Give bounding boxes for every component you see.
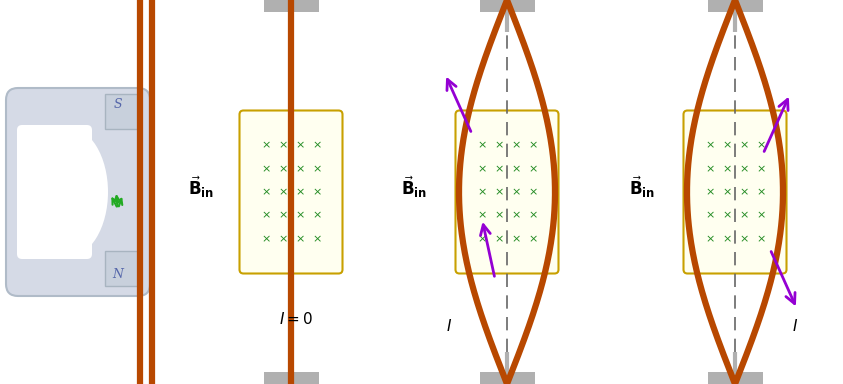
Text: $\times$: $\times$ (738, 164, 749, 174)
Text: $\times$: $\times$ (755, 210, 765, 220)
Bar (264, 0, 319, 12)
Text: $\times$: $\times$ (755, 187, 765, 197)
Text: $\times$: $\times$ (722, 233, 732, 244)
Bar (480, 0, 535, 12)
Text: $\times$: $\times$ (755, 233, 765, 244)
Text: $\times$: $\times$ (722, 187, 732, 197)
Text: $\times$: $\times$ (277, 140, 287, 151)
Text: $\times$: $\times$ (705, 233, 714, 244)
Text: $\times$: $\times$ (277, 233, 287, 244)
Text: $\times$: $\times$ (260, 164, 271, 174)
Text: $\times$: $\times$ (476, 140, 486, 151)
Text: $\times$: $\times$ (260, 187, 271, 197)
FancyBboxPatch shape (6, 88, 150, 296)
Text: $\times$: $\times$ (277, 187, 287, 197)
Text: $\times$: $\times$ (494, 210, 503, 220)
Bar (105, 251, 140, 286)
Text: $\times$: $\times$ (476, 233, 486, 244)
Text: $\times$: $\times$ (294, 164, 304, 174)
Text: $\times$: $\times$ (312, 164, 321, 174)
Text: $\times$: $\times$ (277, 164, 287, 174)
Text: $\times$: $\times$ (312, 140, 321, 151)
Text: $\times$: $\times$ (528, 140, 537, 151)
Text: $\times$: $\times$ (705, 164, 714, 174)
Text: $\times$: $\times$ (738, 140, 749, 151)
Text: $\times$: $\times$ (755, 140, 765, 151)
Text: $\times$: $\times$ (294, 140, 304, 151)
Text: $\times$: $\times$ (312, 210, 321, 220)
Text: $\times$: $\times$ (494, 140, 503, 151)
Text: $\times$: $\times$ (738, 233, 749, 244)
Text: $I$: $I$ (792, 318, 798, 334)
Text: $\times$: $\times$ (528, 210, 537, 220)
FancyBboxPatch shape (684, 111, 787, 273)
FancyBboxPatch shape (17, 125, 92, 259)
Text: $\times$: $\times$ (511, 233, 520, 244)
Text: $\times$: $\times$ (722, 164, 732, 174)
Text: $\times$: $\times$ (755, 164, 765, 174)
Text: $\times$: $\times$ (294, 233, 304, 244)
Text: S: S (114, 98, 122, 111)
Bar (105, 94, 140, 129)
Text: $\times$: $\times$ (511, 140, 520, 151)
Text: $\times$: $\times$ (528, 164, 537, 174)
Text: $\times$: $\times$ (494, 187, 503, 197)
Text: $\times$: $\times$ (294, 210, 304, 220)
Text: $\times$: $\times$ (705, 140, 714, 151)
Text: $\times$: $\times$ (476, 210, 486, 220)
Text: $\times$: $\times$ (738, 210, 749, 220)
Text: $\times$: $\times$ (705, 210, 714, 220)
Ellipse shape (28, 127, 108, 257)
Text: $\times$: $\times$ (294, 187, 304, 197)
Bar (708, 372, 763, 384)
Text: $\times$: $\times$ (312, 233, 321, 244)
Text: $\times$: $\times$ (494, 233, 503, 244)
Bar (480, 372, 535, 384)
FancyBboxPatch shape (455, 111, 559, 273)
Text: $\times$: $\times$ (705, 187, 714, 197)
Text: $I = 0$: $I = 0$ (279, 311, 313, 327)
FancyBboxPatch shape (239, 111, 342, 273)
Text: $\times$: $\times$ (511, 187, 520, 197)
Text: $\times$: $\times$ (738, 187, 749, 197)
Text: $\times$: $\times$ (494, 164, 503, 174)
Text: $\times$: $\times$ (260, 210, 271, 220)
Text: $\times$: $\times$ (722, 210, 732, 220)
Text: $I$: $I$ (446, 318, 452, 334)
Text: $\times$: $\times$ (476, 187, 486, 197)
Text: $\vec{\mathbf{B}}_{\mathbf{in}}$: $\vec{\mathbf{B}}_{\mathbf{in}}$ (630, 174, 656, 200)
Text: $\times$: $\times$ (511, 210, 520, 220)
Text: $\times$: $\times$ (528, 233, 537, 244)
Bar (708, 0, 763, 12)
Text: $\times$: $\times$ (260, 140, 271, 151)
Text: $\times$: $\times$ (277, 210, 287, 220)
Text: $\vec{\mathbf{B}}_{\mathbf{in}}$: $\vec{\mathbf{B}}_{\mathbf{in}}$ (188, 174, 215, 200)
Text: $\times$: $\times$ (528, 187, 537, 197)
Bar (264, 372, 319, 384)
Text: $\times$: $\times$ (511, 164, 520, 174)
Text: N: N (112, 268, 124, 280)
Text: $\times$: $\times$ (722, 140, 732, 151)
Text: $\times$: $\times$ (476, 164, 486, 174)
Text: $\times$: $\times$ (260, 233, 271, 244)
Text: $\vec{\mathbf{B}}_{\mathbf{in}}$: $\vec{\mathbf{B}}_{\mathbf{in}}$ (401, 174, 427, 200)
Text: $\times$: $\times$ (312, 187, 321, 197)
